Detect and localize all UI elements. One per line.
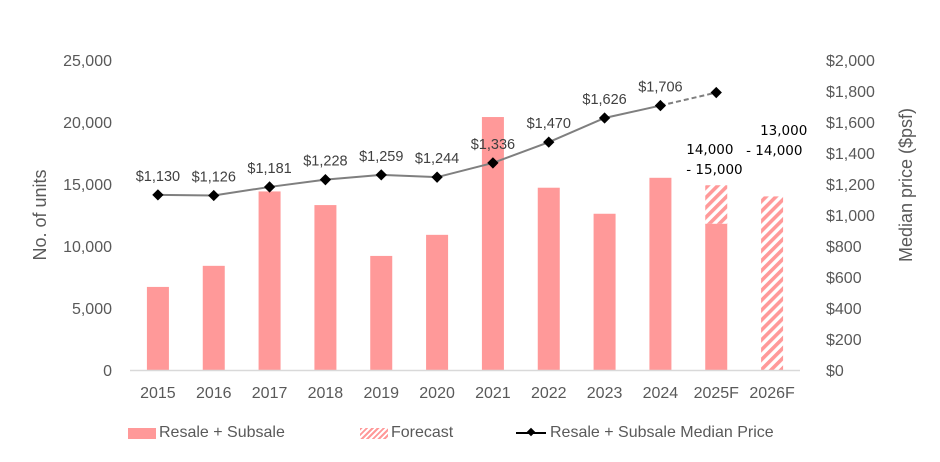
x-tick-label: 2023 bbox=[587, 385, 623, 402]
price-point-2015 bbox=[152, 189, 164, 201]
x-tick-label: 2021 bbox=[475, 385, 511, 402]
legend: Resale + Subsale Forecast Resale + Subsa… bbox=[0, 420, 940, 450]
bar-2022 bbox=[537, 187, 560, 370]
legend-line-marker-icon bbox=[516, 426, 546, 440]
forecast-bar-2026F bbox=[761, 196, 784, 370]
y-axis-right-title: Median price ($psf) bbox=[896, 108, 916, 262]
bars bbox=[146, 117, 784, 370]
y-right-tick-label: $1,600 bbox=[826, 115, 875, 132]
bar-2015 bbox=[146, 286, 169, 370]
x-tick-label: 2016 bbox=[196, 385, 232, 402]
x-tick-label: 2018 bbox=[308, 385, 344, 402]
x-tick-label: 2020 bbox=[419, 385, 455, 402]
y-right-tick-label: $0 bbox=[826, 363, 844, 380]
legend-item-median-price: Resale + Subsale Median Price bbox=[516, 424, 774, 442]
price-label-2021: $1,336 bbox=[471, 137, 515, 153]
y-left-tick-label: 25,000 bbox=[63, 53, 112, 70]
y-right-tick-label: $1,800 bbox=[826, 84, 875, 101]
y-axis-left: 0 5,000 10,000 15,000 20,000 25,000 bbox=[63, 53, 112, 380]
x-tick-label: 2015 bbox=[140, 385, 176, 402]
data-labels: $1,130 $1,126 $1,181 $1,228 $1,259 $1,244 $1,3… bbox=[136, 80, 808, 186]
bar-2023 bbox=[593, 213, 616, 370]
bar-2018 bbox=[314, 205, 337, 370]
price-point-2016 bbox=[208, 189, 220, 202]
legend-item-resale: Resale + Subsale bbox=[128, 424, 285, 442]
price-line-forecast bbox=[660, 91, 717, 107]
price-point-2023 bbox=[598, 112, 611, 124]
x-tick-label: 2025F bbox=[694, 385, 740, 402]
x-tick-label: 2024 bbox=[643, 385, 679, 402]
price-label-2024: $1,706 bbox=[638, 80, 682, 96]
price-point-2024 bbox=[654, 99, 667, 112]
bar-2024 bbox=[649, 177, 672, 370]
price-label-2016: $1,126 bbox=[192, 169, 236, 185]
bar-2020 bbox=[426, 234, 449, 370]
y-axis-left-title: No. of units bbox=[30, 169, 50, 260]
y-left-tick-label: 15,000 bbox=[63, 177, 112, 194]
legend-item-forecast: Forecast bbox=[360, 424, 453, 442]
bar-2021 bbox=[481, 117, 504, 370]
y-right-tick-label: $1,000 bbox=[826, 208, 875, 225]
price-point-2018 bbox=[319, 174, 332, 186]
y-left-tick-label: 0 bbox=[103, 363, 112, 380]
bar-2017 bbox=[258, 191, 281, 370]
x-tick-label: 2026F bbox=[749, 385, 795, 402]
price-point-2020 bbox=[431, 171, 443, 183]
y-right-tick-label: $600 bbox=[826, 270, 862, 287]
y-left-tick-label: 20,000 bbox=[63, 115, 112, 132]
price-point-2022 bbox=[543, 136, 555, 148]
price-label-2022: $1,470 bbox=[527, 116, 571, 132]
y-right-tick-label: $800 bbox=[826, 239, 862, 256]
y-right-tick-label: $200 bbox=[826, 332, 862, 349]
chart-canvas: 0 5,000 10,000 15,000 20,000 25,000 $0 $200 $40… bbox=[30, 53, 916, 402]
forecast-range-label-2025F: 14,000 bbox=[686, 142, 733, 158]
price-line-actual bbox=[157, 104, 661, 197]
price-point-2025F bbox=[710, 86, 722, 99]
legend-label: Resale + Subsale bbox=[159, 424, 285, 441]
y-left-tick-label: 5,000 bbox=[72, 301, 112, 318]
price-point-2017 bbox=[263, 181, 276, 193]
forecast-range-label-2026F: 13,000 bbox=[760, 123, 807, 139]
price-label-2020: $1,244 bbox=[415, 151, 459, 167]
forecast-range-label-2026F: - 14,000 bbox=[746, 143, 802, 159]
forecast-bar-2025F bbox=[705, 185, 728, 224]
y-right-tick-label: $400 bbox=[826, 301, 862, 318]
price-label-2023: $1,626 bbox=[582, 92, 626, 108]
legend-label: Forecast bbox=[391, 424, 454, 441]
y-right-tick-label: $1,400 bbox=[826, 146, 875, 163]
x-tick-label: 2019 bbox=[363, 385, 399, 402]
bar-2019 bbox=[370, 255, 393, 370]
price-label-2017: $1,181 bbox=[247, 161, 291, 177]
price-point-2021 bbox=[487, 157, 499, 169]
bar-2025F bbox=[705, 223, 728, 370]
y-right-tick-label: $2,000 bbox=[826, 53, 875, 70]
price-line bbox=[152, 86, 722, 202]
price-label-2019: $1,259 bbox=[359, 149, 403, 165]
x-tick-label: 2022 bbox=[531, 385, 567, 402]
y-left-tick-label: 10,000 bbox=[63, 239, 112, 256]
legend-label: Resale + Subsale Median Price bbox=[550, 424, 774, 441]
x-tick-label: 2017 bbox=[252, 385, 288, 402]
legend-swatch-solid bbox=[128, 427, 156, 439]
price-label-2015: $1,130 bbox=[136, 169, 180, 185]
legend-swatch-hatched bbox=[360, 427, 388, 439]
y-axis-right: $0 $200 $400 $600 $800 $1,000 $1,200 $1,400 $1,6… bbox=[826, 53, 875, 380]
x-axis: 2015 2016 2017 2018 2019 2020 2021 2022 2023 2024… bbox=[140, 385, 795, 402]
price-point-2019 bbox=[375, 169, 387, 181]
price-label-2018: $1,228 bbox=[303, 154, 347, 170]
bar-2016 bbox=[202, 265, 225, 370]
forecast-range-label-2025F: - 15,000 bbox=[686, 162, 742, 178]
y-right-tick-label: $1,200 bbox=[826, 177, 875, 194]
